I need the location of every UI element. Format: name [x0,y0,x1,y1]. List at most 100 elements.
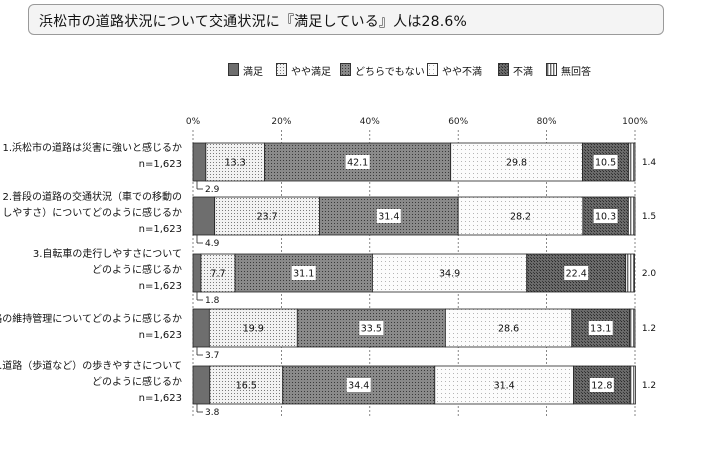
bar-segment [628,142,636,182]
category-label-line: 3.自転車の走行しやすさについて [32,249,182,260]
data-label-bg [564,266,589,280]
bar-segment [319,196,459,236]
data-label: 34.4 [348,381,369,392]
data-label: 3.8 [205,408,220,418]
category-label: 3.自転車の走行しやすさについてどのように感じるか n=1,623 [33,247,182,295]
category-label-line: どのように感じるか [92,377,182,388]
data-label: 3.7 [205,351,219,361]
data-label: 33.5 [361,324,382,335]
legend-label: やや満足 [291,67,331,78]
data-label: 12.8 [591,381,612,392]
data-label: 28.6 [498,324,519,335]
data-label-bg [588,321,613,335]
title-box: 浜松市の道路状況について交通状況に『満足している』人は28.6% [28,4,664,35]
data-label: 13.3 [225,158,246,169]
x-tick-label: 20% [271,117,291,127]
data-label: 2.0 [642,269,657,279]
data-label: 16.5 [236,381,257,392]
data-label-bg [345,155,370,169]
bar-segment [208,308,298,348]
category-label: 2.普段の道路の交通状況（車での移動の しやすさ）についてどのように感じるか n=1… [2,190,182,238]
chart-title: 浜松市の道路状況について交通状況に『満足している』人は28.6% [39,14,468,30]
bar-segment [192,308,210,348]
category-label-line: 4.道路の維持管理についてどのように感じるか [0,314,182,325]
bar-segment [192,365,211,405]
bar-segment [200,253,236,293]
category-label-line: 5.道路（歩道など）の歩きやすさについて [0,361,182,372]
x-tick-label: 80% [537,117,557,127]
data-label: 4.9 [205,239,220,249]
data-label-bg [593,155,618,169]
bar-segment [571,308,631,348]
x-tick-label: 0% [186,117,201,127]
data-label: 7.7 [210,269,225,280]
data-label: 13.1 [590,324,611,335]
data-label: 2.9 [205,185,220,195]
legend-swatch [340,63,351,76]
category-label-line: 1.浜松市の道路は災害に強いと感じるか [2,143,182,154]
x-tick-label: 100% [622,117,648,127]
legend-swatch [276,63,287,76]
data-label: 34.9 [439,269,460,280]
legend-label: やや不満 [442,67,482,78]
data-label-bg [291,266,316,280]
data-label-bg [376,209,401,223]
data-label: 19.9 [243,324,264,335]
legend-label: どちらでもない [355,67,425,78]
data-label: 31.1 [293,269,314,280]
data-label: 1.2 [642,381,656,391]
data-label-bg [589,378,614,392]
bar-segment [205,142,266,182]
data-label: 29.8 [506,158,527,169]
bar-segment [192,253,202,293]
data-label: 31.4 [378,212,399,223]
category-label: 4.道路の維持管理についてどのように感じるか n=1,623 [0,312,182,344]
bar-segment [192,142,207,182]
bar-segment [582,142,630,182]
category-label-line: 2.普段の道路の交通状況（車での移動の [2,192,182,203]
bar-segment [434,365,574,405]
bar-segment [296,308,446,348]
bar-segment [627,196,636,236]
data-label: 10.5 [595,158,616,169]
bar-segment [214,196,320,236]
legend-swatch [498,63,509,76]
category-label-line: n=1,623 [138,393,182,404]
data-label: 23.7 [256,212,277,223]
legend-label: 満足 [243,67,263,78]
bar-segment [209,365,284,405]
category-label-line: n=1,623 [138,159,182,170]
bar-segment [264,142,452,182]
legend-label: 不満 [513,67,533,78]
data-label: 22.4 [566,269,587,280]
data-label: 28.2 [510,212,531,223]
category-label-line: しやすさ）についてどのように感じるか [2,208,182,219]
bar-segment [282,365,436,405]
category-label-line: どのように感じるか [92,265,182,276]
bar-segment [629,365,636,405]
bar-segment [450,142,583,182]
bar-segment [444,308,573,348]
data-label: 1.8 [205,296,220,306]
data-label: 1.4 [642,158,657,168]
category-label-line: n=1,623 [138,330,182,341]
x-tick-label: 60% [448,117,468,127]
x-tick-label: 40% [360,117,380,127]
data-label: 1.5 [642,212,656,222]
category-label-line: n=1,623 [138,281,182,292]
bar-segment [629,308,636,348]
bar-segment [526,253,627,293]
bar-segment [192,196,216,236]
bar-segment [573,365,631,405]
legend-label: 無回答 [561,67,591,78]
category-label-line: n=1,623 [138,224,182,235]
data-label-bg [346,378,371,392]
legend-swatch [228,63,239,76]
legend-swatch [427,63,438,76]
data-label: 42.1 [347,158,368,169]
legend-swatch [546,63,557,76]
data-label: 31.4 [494,381,515,392]
data-label-bg [593,209,618,223]
bar-segment [582,196,629,236]
category-label: 5.道路（歩道など）の歩きやすさについてどのように感じるか n=1,623 [0,359,182,407]
